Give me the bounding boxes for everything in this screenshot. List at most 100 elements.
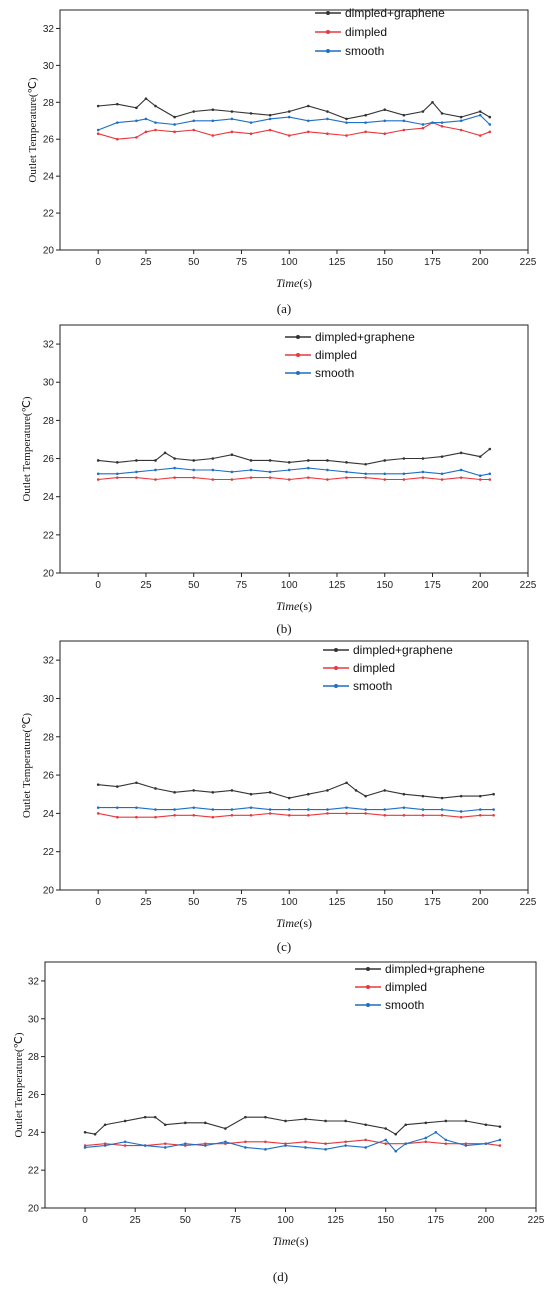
- data-point: [478, 794, 482, 798]
- data-point: [383, 108, 387, 111]
- data-point: [444, 1138, 448, 1142]
- x-tick-label: 175: [424, 897, 441, 908]
- data-point: [478, 814, 482, 817]
- data-point: [93, 1132, 97, 1136]
- x-tick-label: 175: [427, 1215, 444, 1226]
- data-point: [326, 808, 329, 811]
- legend-entry: smooth: [315, 366, 354, 380]
- data-point: [154, 128, 157, 132]
- data-point: [287, 478, 291, 481]
- data-point: [83, 1144, 87, 1147]
- x-tick-label: 50: [188, 257, 200, 268]
- data-point: [103, 1142, 107, 1145]
- x-tick-label: 225: [520, 580, 537, 591]
- data-point: [287, 468, 291, 472]
- data-point: [478, 455, 482, 458]
- legend-entry: dimpled+graphene: [345, 6, 445, 20]
- legend-marker: [334, 684, 338, 688]
- x-tick-label: 225: [520, 257, 537, 268]
- data-point: [154, 121, 157, 124]
- data-point: [402, 128, 406, 132]
- data-point: [421, 123, 425, 126]
- series-line-1: [84, 1116, 500, 1135]
- y-axis-label: Outlet Temperature(℃): [21, 396, 33, 501]
- x-tick-label: 125: [329, 580, 346, 591]
- data-point: [284, 1144, 287, 1147]
- data-point: [96, 128, 100, 132]
- data-point: [154, 104, 157, 108]
- data-point: [116, 815, 119, 819]
- data-point: [116, 121, 119, 124]
- data-point: [364, 462, 367, 466]
- y-tick-label: 20: [43, 246, 55, 257]
- data-point: [464, 1144, 468, 1147]
- x-axis-label-unit: (s): [299, 916, 312, 930]
- data-point: [434, 1131, 438, 1134]
- x-tick-label: 125: [327, 1215, 344, 1226]
- data-point: [488, 115, 492, 119]
- data-point: [268, 459, 272, 462]
- data-point: [421, 457, 425, 460]
- data-point: [364, 1123, 367, 1127]
- panel-label: (d): [273, 1269, 288, 1284]
- x-tick-label: 0: [95, 580, 101, 591]
- y-tick-label: 26: [43, 771, 55, 782]
- data-point: [421, 110, 425, 113]
- x-tick-label: 125: [329, 897, 346, 908]
- data-point: [163, 1146, 167, 1149]
- data-point: [421, 470, 425, 474]
- data-point: [440, 814, 444, 817]
- data-point: [459, 115, 463, 119]
- series-line-1: [98, 782, 494, 799]
- y-tick-label: 26: [28, 1090, 40, 1101]
- data-point: [284, 1119, 287, 1123]
- x-tick-label: 25: [140, 580, 152, 591]
- data-point: [287, 796, 291, 800]
- data-point: [326, 468, 329, 472]
- data-point: [116, 785, 119, 788]
- data-point: [402, 472, 406, 476]
- data-point: [173, 115, 176, 119]
- data-point: [135, 459, 138, 462]
- x-tick-label: 25: [140, 897, 152, 908]
- data-point: [116, 137, 119, 141]
- data-point: [123, 1119, 127, 1123]
- y-tick-label: 22: [43, 530, 55, 541]
- data-point: [211, 108, 215, 111]
- data-point: [326, 132, 329, 135]
- data-point: [123, 1144, 127, 1147]
- data-point: [383, 472, 387, 476]
- x-tick-label: 100: [281, 257, 298, 268]
- data-point: [345, 470, 348, 474]
- data-point: [421, 808, 425, 811]
- data-point: [459, 476, 463, 479]
- data-point: [383, 132, 387, 135]
- data-point: [402, 478, 406, 481]
- data-point: [135, 476, 138, 479]
- x-axis-label-italic: Time: [276, 599, 300, 613]
- data-point: [224, 1142, 227, 1145]
- chart-panel-2: 20 22 24 26 28 30 32 0 25 50 75 100 125 150 175 200 225 O…: [21, 324, 537, 636]
- y-axis-label: Outlet Temperature(℃): [27, 77, 39, 182]
- data-point: [192, 110, 196, 113]
- data-point: [268, 476, 272, 479]
- data-point: [383, 789, 387, 792]
- data-point: [384, 1127, 387, 1130]
- data-point: [345, 117, 348, 121]
- data-point: [383, 814, 387, 817]
- data-point: [192, 806, 196, 809]
- y-tick-label: 24: [28, 1128, 40, 1139]
- data-point: [326, 110, 329, 113]
- data-point: [478, 474, 482, 478]
- data-point: [211, 134, 215, 137]
- data-point: [230, 470, 234, 474]
- data-point: [154, 459, 157, 462]
- data-point: [123, 1140, 127, 1144]
- data-point: [287, 115, 291, 119]
- data-point: [307, 792, 310, 796]
- data-point: [402, 814, 406, 817]
- y-tick-label: 20: [28, 1204, 40, 1215]
- data-point: [459, 451, 463, 455]
- data-point: [440, 121, 444, 124]
- y-tick-label: 28: [43, 98, 55, 109]
